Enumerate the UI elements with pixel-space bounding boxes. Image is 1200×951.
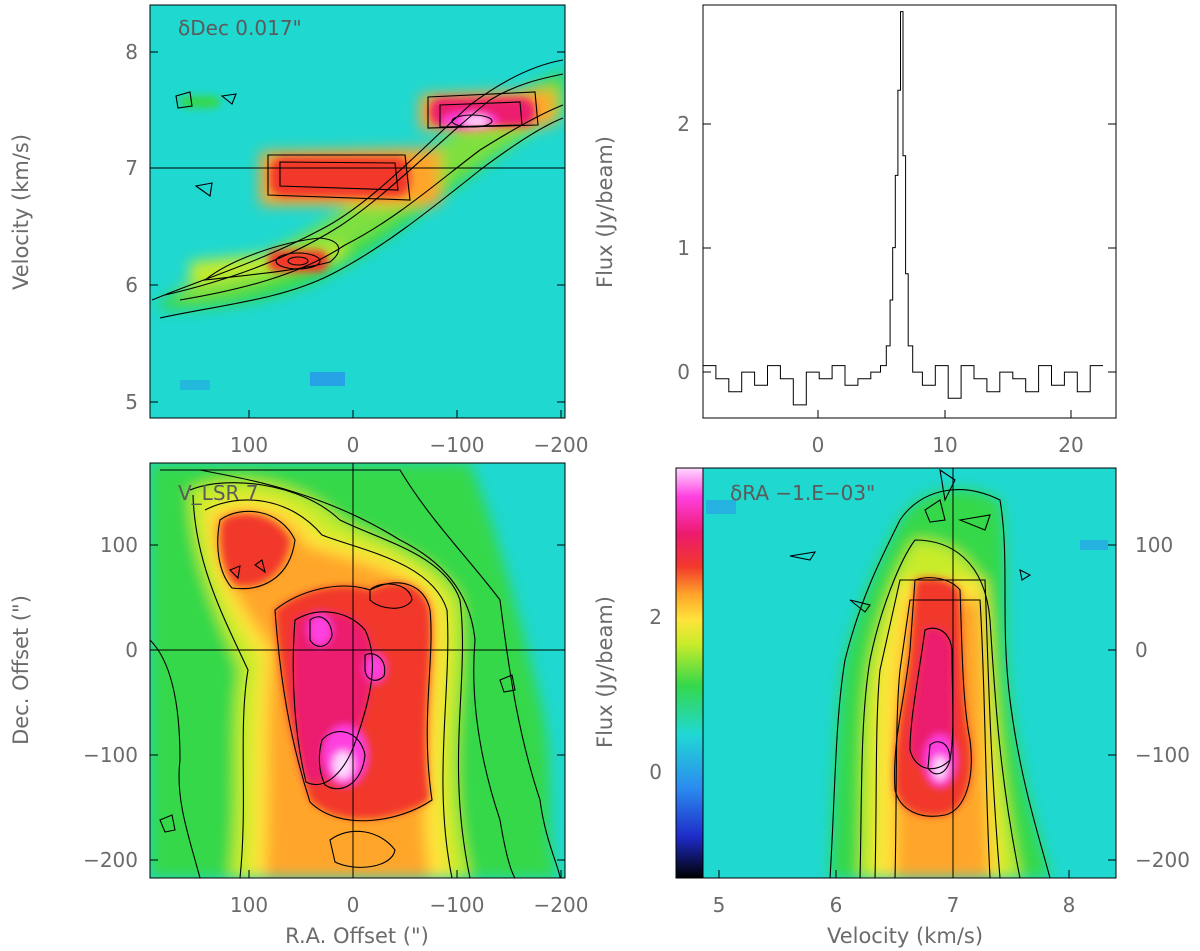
map-ytick-label: −100: [83, 743, 138, 767]
map-xtick-label: −200: [534, 893, 589, 917]
pv-ra-panel: δDec 0.017" 8 7 6 5 100 0 −100 −200 Velo…: [9, 4, 589, 457]
pv-dec-ylabel: Flux (Jy/beam): [593, 596, 617, 748]
pv-ra-ytick-label: 6: [125, 273, 138, 297]
map-xtick-label: 100: [230, 893, 268, 917]
spectrum-ylabel: Flux (Jy/beam): [593, 136, 617, 288]
pv-dec-panel: δRA −1.E−03" 0 2 100 0 −100 −200 5 6 7 8…: [593, 467, 1190, 948]
map-ylabel: Dec. Offset ("): [9, 595, 33, 745]
pv-ra-ytick-label: 5: [125, 390, 138, 414]
pv-dec-xtick-label: 5: [713, 893, 726, 917]
pv-ra-ytick-label: 7: [125, 156, 138, 180]
pv-dec-right-ytick-label: 100: [1135, 533, 1173, 557]
pv-ra-ytick-label: 8: [125, 40, 138, 64]
map-ytick-label: 0: [125, 638, 138, 662]
pv-ra-xtick-label: 100: [230, 433, 268, 457]
spectrum-ytick-label: 0: [677, 360, 690, 384]
pv-dec-right-ytick-label: −200: [1135, 848, 1190, 872]
pv-dec-frame: [702, 467, 1117, 879]
map-xlabel: R.A. Offset ("): [285, 924, 429, 948]
pv-ra-xtick-label: 0: [347, 433, 360, 457]
pv-ra-contours: [151, 59, 564, 319]
pv-dec-contours: [789, 468, 1051, 878]
spectrum-xtick-label: 20: [1058, 433, 1083, 457]
map-frame: [149, 462, 566, 879]
pv-ra-ticks: [150, 51, 565, 418]
spectrum-ticks: [703, 123, 1116, 418]
map-xtick-label: 0: [347, 893, 360, 917]
pv-dec-left-ytick-label: 0: [649, 760, 662, 784]
spectrum-xtick-label: 10: [932, 433, 957, 457]
pv-dec-heatmap: [706, 468, 1108, 878]
pv-ra-xtick-label: −200: [534, 433, 589, 457]
pv-dec-xtick-label: 8: [1063, 893, 1076, 917]
pv-dec-right-ytick-label: −100: [1135, 743, 1190, 767]
colorbar: [676, 468, 703, 878]
spectrum-panel: 0 1 2 0 10 20 Flux (Jy/beam): [593, 4, 1117, 457]
pv-dec-annotation: δRA −1.E−03": [730, 481, 875, 505]
pv-ra-xtick-label: −100: [430, 433, 485, 457]
pv-ra-annotation: δDec 0.017": [178, 16, 302, 40]
spectrum-xtick-label: 0: [812, 433, 825, 457]
pv-dec-xtick-label: 6: [830, 893, 843, 917]
pv-dec-xtick-label: 7: [947, 893, 960, 917]
map-ytick-label: −200: [83, 848, 138, 872]
map-contours: [150, 469, 561, 878]
pv-dec-left-ytick-label: 2: [649, 605, 662, 629]
pv-dec-right-ytick-label: 0: [1135, 638, 1148, 662]
spectrum-frame: [702, 4, 1117, 419]
spectrum-ytick-label: 1: [677, 236, 690, 260]
pv-dec-xlabel: Velocity (km/s): [827, 924, 983, 948]
map-heatmap: [150, 463, 565, 878]
map-panel: V_LSR 7 100 0 −100 −200 100 0 −100 −200 …: [9, 462, 589, 948]
pv-ra-heatmap: [150, 59, 565, 390]
spectrum-ytick-label: 2: [677, 112, 690, 136]
map-xtick-label: −100: [430, 893, 485, 917]
pv-ra-ylabel: Velocity (km/s): [9, 134, 33, 290]
map-ytick-label: 100: [100, 533, 138, 557]
map-ticks: [150, 544, 565, 878]
map-annotation: V_LSR 7: [178, 481, 259, 505]
pv-ra-frame: [149, 4, 566, 419]
spectrum-line: [703, 11, 1104, 406]
pv-dec-ticks: [718, 544, 1116, 878]
